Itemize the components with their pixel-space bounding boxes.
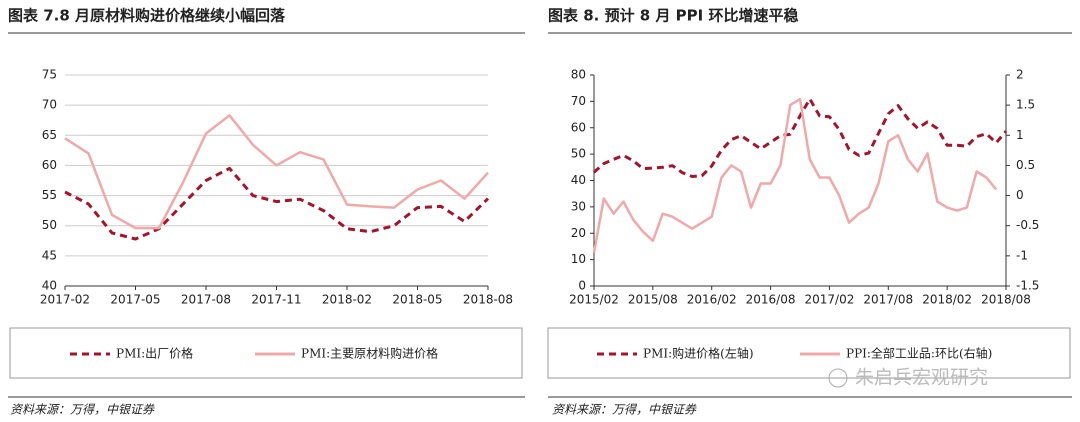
x-tick-label: 2015/08 <box>628 293 678 307</box>
y-tick-label: 50 <box>571 147 586 161</box>
y-tick-label: 60 <box>571 120 586 134</box>
watermark: 朱启兵宏观研究 <box>855 367 988 389</box>
legend-label: PMI:购进价格(左轴) <box>643 346 754 361</box>
y-tick-label: 55 <box>42 188 57 202</box>
legend-label: PPI:全部工业品:环比(右轴) <box>846 346 992 361</box>
x-tick-label: 2018/02 <box>922 293 972 307</box>
y-tick-label: 60 <box>42 158 57 172</box>
y-tick-label: 30 <box>571 199 586 213</box>
x-tick-label: 2016/08 <box>746 293 796 307</box>
legend-box <box>9 327 523 379</box>
y-tick-label: 70 <box>42 98 57 112</box>
y-tick-label: 40 <box>42 279 57 293</box>
y-tick-label: 70 <box>571 94 586 108</box>
x-tick-label: 2015/02 <box>569 293 619 307</box>
y-tick-label: 65 <box>42 128 57 142</box>
x-tick-label: 2017/02 <box>804 293 854 307</box>
y-tick-label: 80 <box>571 68 586 82</box>
y2-tick-label: 1.5 <box>1016 98 1035 112</box>
x-tick-label: 2017/08 <box>863 293 913 307</box>
y-tick-label: 20 <box>571 226 586 240</box>
x-tick-label: 2018/08 <box>981 293 1031 307</box>
series-line <box>64 166 490 241</box>
y2-tick-label: -1 <box>1016 248 1028 262</box>
x-tick-label: 2016/02 <box>687 293 737 307</box>
y-tick-label: 45 <box>42 248 57 262</box>
x-tick-label: 2017-02 <box>40 293 90 307</box>
chart-title: 图表 8. 预计 8 月 PPI 环比增速平稳 <box>548 7 798 25</box>
series-line <box>593 97 1008 178</box>
x-tick-label: 2017-08 <box>181 293 231 307</box>
series-line <box>64 114 489 230</box>
y-tick-label: 10 <box>571 252 586 266</box>
watermark-icon <box>828 368 848 388</box>
y-tick-label: 40 <box>571 173 586 187</box>
x-tick-label: 2018-02 <box>322 293 372 307</box>
y2-tick-label: 0 <box>1016 188 1024 202</box>
x-tick-label: 2017-05 <box>110 293 160 307</box>
source: 资料来源：万得，中银证券 <box>10 403 155 417</box>
y2-tick-label: -1.5 <box>1016 279 1039 293</box>
legend-label: PMI:主要原材料购进价格 <box>301 346 438 361</box>
x-tick-label: 2018-08 <box>463 293 513 307</box>
y2-tick-label: 0.5 <box>1016 158 1035 172</box>
y2-tick-label: -0.5 <box>1016 218 1039 232</box>
legend-box <box>547 327 1071 379</box>
x-tick-label: 2018-05 <box>392 293 442 307</box>
y-tick-label: 75 <box>42 68 57 82</box>
y2-tick-label: 2 <box>1016 68 1024 82</box>
x-tick-label: 2017-11 <box>251 293 301 307</box>
y2-tick-label: 1 <box>1016 128 1024 142</box>
source: 资料来源：万得，中银证券 <box>552 403 697 417</box>
y-tick-label: 0 <box>578 279 586 293</box>
series-line <box>592 97 998 254</box>
legend-label: PMI:出厂价格 <box>116 346 193 361</box>
chart-title: 图表 7.8 月原材料购进价格继续小幅回落 <box>8 7 286 25</box>
y-tick-label: 50 <box>42 218 57 232</box>
